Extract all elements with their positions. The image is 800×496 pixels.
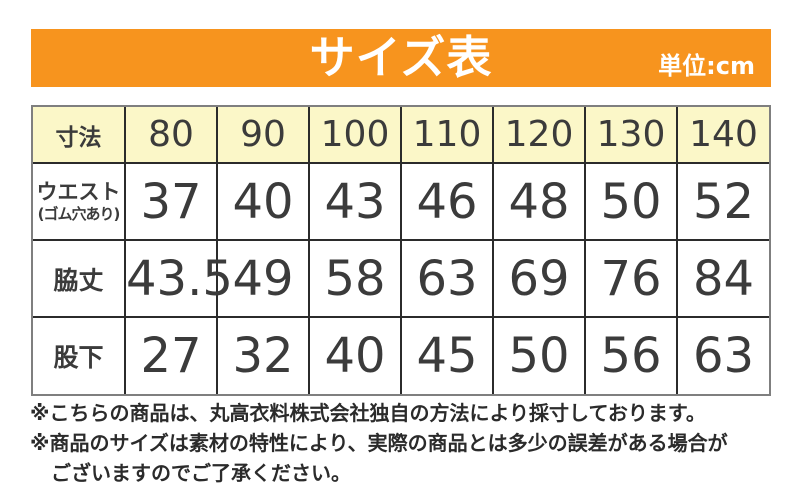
size-value-cell: 46 xyxy=(401,163,494,241)
page-title: サイズ表 xyxy=(309,30,493,84)
table-row-waist: ウエスト (ゴム穴あり) 37 40 43 46 48 50 52 xyxy=(33,163,769,241)
size-value-cell: 63 xyxy=(692,328,755,384)
size-value-cell: 50 xyxy=(493,317,586,394)
note-size-tolerance: ※商品のサイズは素材の特性により、実際の商品とは多少の誤差がある場合が xyxy=(30,431,728,455)
row-label-inseam: 股下 xyxy=(33,317,126,394)
size-column-header: 100 xyxy=(309,107,402,164)
row-label-sub: (ゴム穴あり) xyxy=(37,205,121,223)
size-column-header: 80 xyxy=(125,107,218,164)
size-value-cell: 76 xyxy=(585,240,678,318)
table-row-side-length: 脇丈 43.5 49 58 63 69 76 84 xyxy=(33,240,769,318)
size-value-cell: 27 xyxy=(125,317,218,394)
size-column-header: 110 xyxy=(401,107,494,164)
size-value-cell: 43.5 xyxy=(125,240,233,318)
row-label-waist: ウエスト (ゴム穴あり) xyxy=(33,163,126,241)
size-value-cell: 37 xyxy=(125,163,218,241)
size-value-cell: 40 xyxy=(217,163,310,241)
size-value-cell: 84 xyxy=(677,240,769,318)
size-value-cell: 45 xyxy=(401,317,494,394)
size-value-cell: 52 xyxy=(677,163,769,241)
size-value-cell: 69 xyxy=(493,240,586,318)
size-column-header: 90 xyxy=(217,107,310,164)
size-value-cell: 58 xyxy=(309,240,402,318)
row-label-main: ウエスト xyxy=(36,180,121,204)
size-column-header: 120 xyxy=(493,107,586,164)
corner-header: 寸法 xyxy=(33,107,126,164)
table-row-inseam: 股下 27 32 40 45 50 56 63 xyxy=(33,317,769,394)
size-value-cell: 48 xyxy=(493,163,586,241)
size-header-row: 寸法 80 90 100 110 120 130 140 xyxy=(33,107,769,164)
size-column-header: 130 xyxy=(585,107,678,164)
size-table: 寸法 80 90 100 110 120 130 140 ウエスト (ゴム穴あり… xyxy=(31,105,771,396)
note-size-tolerance-cont: ございますのでご了承ください。 xyxy=(51,461,351,485)
row-label-side-length: 脇丈 xyxy=(33,240,126,318)
footnotes: ※こちらの商品は、丸高衣料株式会社独自の方法により採寸しております。 ※商品のサ… xyxy=(30,398,780,488)
size-value-cell: 40 xyxy=(309,317,402,394)
size-value-cell: 50 xyxy=(585,163,678,241)
size-value-cell: 56 xyxy=(585,317,678,394)
title-banner: サイズ表 単位:cm xyxy=(31,29,771,87)
note-measurement-method: ※こちらの商品は、丸高衣料株式会社独自の方法により採寸しております。 xyxy=(30,401,706,425)
size-value-cell: 63 xyxy=(401,240,494,318)
unit-label: 単位:cm xyxy=(658,52,755,80)
size-value-cell: 32 xyxy=(217,317,310,394)
size-value-cell: 43 xyxy=(309,163,402,241)
size-column-header: 140 xyxy=(677,107,769,164)
size-value-cell: 49 xyxy=(217,240,310,318)
